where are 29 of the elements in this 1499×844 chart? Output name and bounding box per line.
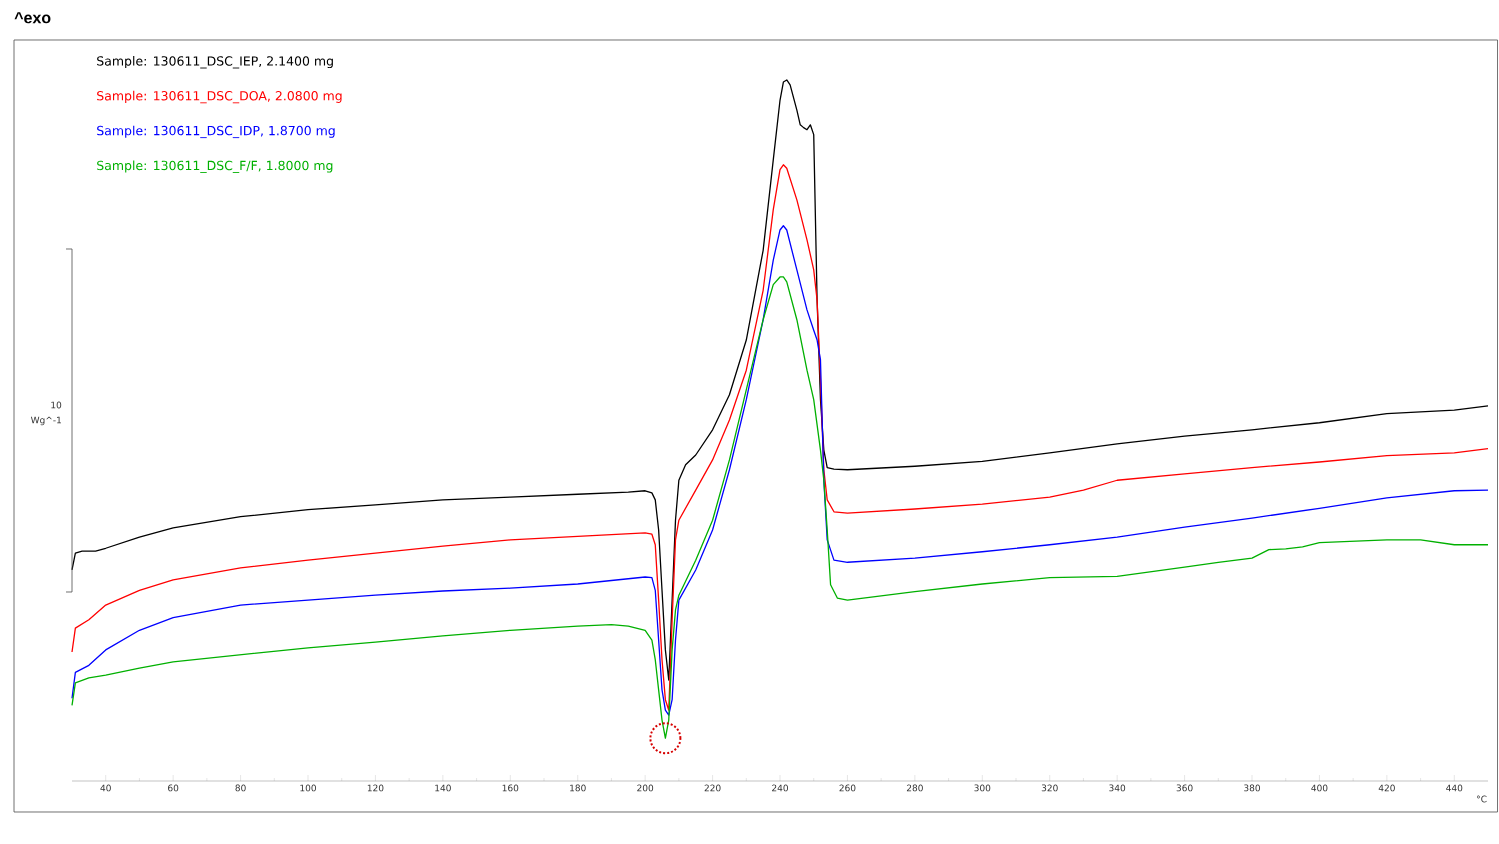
x-tick-label: 200: [637, 784, 654, 792]
x-tick-label: 140: [435, 784, 451, 792]
x-tick-label: 280: [906, 784, 923, 792]
x-tick-label: 360: [1176, 784, 1193, 792]
x-tick-label: 180: [570, 784, 586, 792]
x-tick-label: 320: [1041, 784, 1058, 792]
x-tick-label: 340: [1109, 784, 1126, 792]
x-tick-label: 120: [367, 784, 384, 792]
x-tick-label: 260: [839, 784, 856, 792]
x-tick-label: 400: [1311, 784, 1328, 792]
x-tick-label: 420: [1378, 784, 1395, 792]
x-tick-label: 220: [704, 784, 721, 792]
x-tick-label: 40: [100, 784, 111, 792]
x-axis-title: °C: [1477, 795, 1487, 803]
x-tick-label: 240: [772, 784, 788, 792]
text: 10: [51, 401, 62, 409]
text: Wg^-1: [30, 416, 61, 426]
x-tick-label: 440: [1446, 784, 1463, 792]
text: Sample: 130611_DSC_IDP, 1.8700 mg: [97, 125, 335, 139]
x-tick-label: 300: [974, 784, 991, 792]
x-tick-label: 80: [235, 784, 246, 792]
x-tick-label: 100: [300, 784, 316, 792]
x-tick-label: 60: [168, 784, 179, 792]
text: Sample: 130611_DSC_F/F, 1.8000 mg: [97, 160, 333, 173]
text: Sample: 130611_DSC_IEP, 2.1400 mg: [97, 55, 333, 69]
text: Sample: 130611_DSC_DOA, 2.0800 mg: [97, 90, 342, 104]
chart-title: ^exo: [14, 12, 51, 24]
x-tick-label: 380: [1244, 784, 1260, 792]
x-tick-label: 160: [502, 784, 519, 792]
